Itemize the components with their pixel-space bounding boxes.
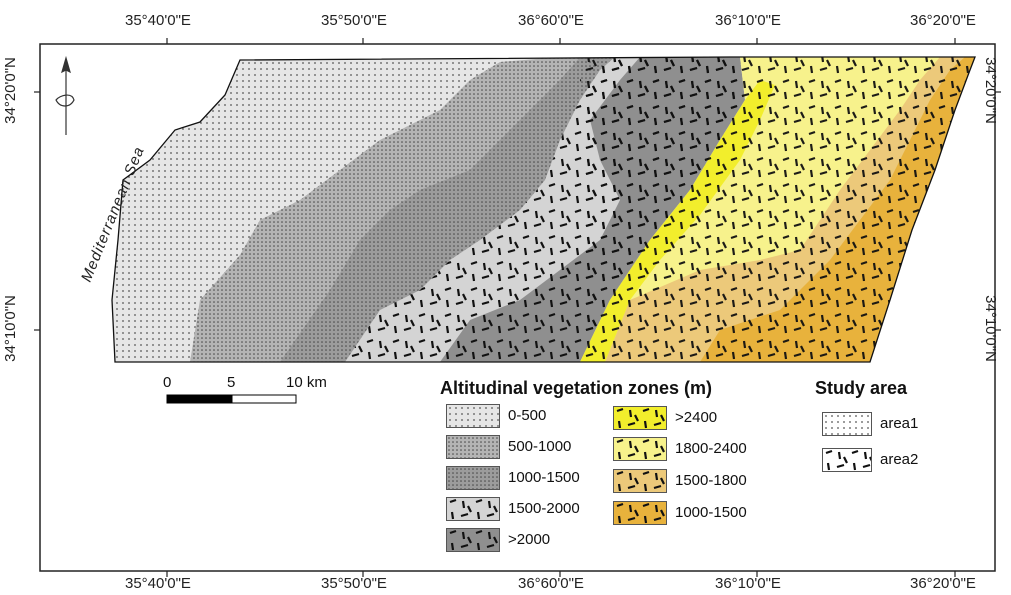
legend-swatch <box>446 435 500 459</box>
legend-swatch <box>613 406 667 430</box>
scale-label: 0 <box>163 374 172 391</box>
legend-label: 1500-1800 <box>675 472 747 489</box>
study-area-label: area1 <box>880 415 919 432</box>
legend-label: 0-500 <box>508 407 547 424</box>
left-tick-label: 34°20'0"N <box>1 57 19 124</box>
legend-swatch <box>446 466 500 490</box>
scale-bar <box>166 394 297 404</box>
study-area-swatch <box>822 448 872 472</box>
study-area-label: area2 <box>880 451 919 468</box>
legend-label: >2000 <box>508 531 551 548</box>
scale-label: 10 km <box>286 374 327 391</box>
legend-swatch <box>613 501 667 525</box>
legend-label: 500-1000 <box>508 438 572 455</box>
legend-label: >2400 <box>675 409 718 426</box>
scale-label: 5 <box>227 374 236 391</box>
map-frame <box>39 43 996 572</box>
axis-ticks <box>34 38 1001 577</box>
legend-swatch <box>446 497 500 521</box>
top-tick-label: 35°50'0"E <box>321 12 387 29</box>
bottom-tick-label: 36°60'0"E <box>518 575 584 592</box>
bottom-tick-label: 35°50'0"E <box>321 575 387 592</box>
legend-swatch <box>446 404 500 428</box>
bottom-tick-label: 36°20'0"E <box>910 575 976 592</box>
north-arrow-icon <box>55 55 75 135</box>
top-tick-label: 36°20'0"E <box>910 12 976 29</box>
bottom-tick-label: 35°40'0"E <box>125 575 191 592</box>
top-tick-label: 36°60'0"E <box>518 12 584 29</box>
right-tick-label: 34°20'0"N <box>981 57 999 124</box>
bottom-tick-label: 36°10'0"E <box>715 575 781 592</box>
legend-swatch <box>613 437 667 461</box>
study-area-outline <box>111 56 976 363</box>
right-tick-label: 34°10'0"N <box>981 295 999 362</box>
legend-label: 1800-2400 <box>675 440 747 457</box>
legend-label: 1000-1500 <box>508 469 580 486</box>
legend-label: 1500-2000 <box>508 500 580 517</box>
legend-swatch <box>613 469 667 493</box>
legend-swatch <box>446 528 500 552</box>
top-tick-label: 36°10'0"E <box>715 12 781 29</box>
top-tick-label: 35°40'0"E <box>125 12 191 29</box>
left-tick-label: 34°10'0"N <box>1 295 19 362</box>
study-area-title: Study area <box>815 378 908 398</box>
legend-label: 1000-1500 <box>675 504 747 521</box>
study-area-swatch <box>822 412 872 436</box>
legend-title: Altitudinal vegetation zones (m) <box>440 378 713 398</box>
